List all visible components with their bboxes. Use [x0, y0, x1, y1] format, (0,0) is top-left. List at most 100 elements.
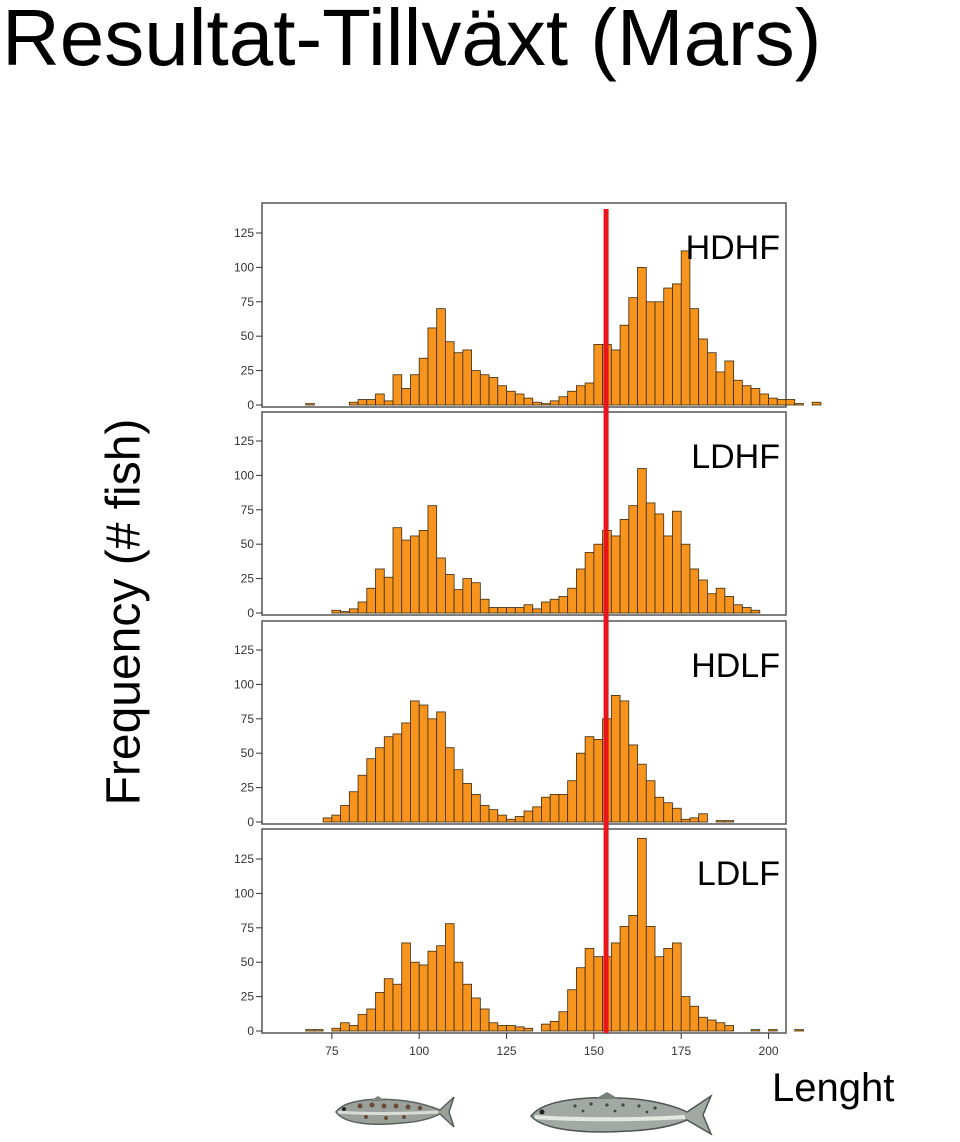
- histogram-bar: [724, 820, 734, 823]
- histogram-bar: [593, 956, 603, 1032]
- histogram-bar: [514, 607, 525, 614]
- histogram-bar: [436, 711, 446, 823]
- histogram-bar: [637, 763, 647, 823]
- histogram-bar: [610, 349, 621, 406]
- histogram-bar: [392, 527, 403, 614]
- histogram-bar: [750, 1029, 761, 1032]
- histogram-bar: [558, 396, 569, 406]
- histogram-bar: [305, 403, 315, 406]
- histogram-bar: [567, 587, 577, 614]
- histogram-bar: [444, 747, 455, 823]
- histogram-bar: [375, 747, 385, 823]
- histogram-bar: [418, 530, 429, 614]
- histogram-bar: [698, 1016, 708, 1032]
- small-fish-image: [335, 1096, 455, 1128]
- y-tick-label: 0: [247, 606, 254, 620]
- histogram-bar: [610, 695, 621, 823]
- histogram-bar: [462, 783, 473, 823]
- x-tick-label: 100: [409, 1044, 429, 1058]
- histogram-bar: [313, 1029, 324, 1032]
- histogram-bar: [453, 769, 464, 823]
- histogram-bar: [331, 1027, 342, 1032]
- histogram-bar: [357, 399, 368, 406]
- histogram-bar: [724, 596, 734, 614]
- histogram-bar: [654, 796, 665, 823]
- histogram-bar: [357, 1014, 368, 1032]
- histogram-bar: [427, 950, 438, 1032]
- histogram-bar: [715, 1022, 726, 1032]
- histogram-bar: [689, 817, 700, 823]
- histogram-bar: [523, 604, 534, 614]
- histogram-bar: [576, 385, 586, 406]
- y-tick-label: 100: [234, 677, 254, 691]
- histogram-bar: [645, 926, 656, 1032]
- y-tick-label: 0: [247, 815, 254, 829]
- panel-label: LDHF: [691, 438, 780, 476]
- panel-frame: [261, 620, 787, 825]
- histogram-bar: [392, 374, 403, 406]
- histogram-bar: [576, 967, 586, 1032]
- histogram-bar: [322, 817, 333, 823]
- histogram-bar: [514, 816, 525, 823]
- histogram-bar: [471, 582, 481, 614]
- histogram-bar: [715, 371, 726, 406]
- histogram-bar: [549, 598, 560, 614]
- y-tick-label: 0: [247, 398, 254, 412]
- histogram-bar: [567, 780, 577, 823]
- histogram-bar: [593, 344, 603, 406]
- histogram-bar: [453, 589, 464, 614]
- histogram-bar: [506, 390, 516, 406]
- x-tick-label: 75: [325, 1044, 339, 1058]
- histogram-bar: [645, 301, 656, 406]
- y-tick-label: 25: [241, 990, 255, 1004]
- histogram-bar: [331, 609, 342, 614]
- histogram-bar: [348, 401, 359, 406]
- histogram-bar: [479, 805, 490, 823]
- histogram-bar: [741, 385, 752, 406]
- histogram-bar: [488, 607, 499, 614]
- histogram-bar: [663, 535, 673, 614]
- panel-label: HDLF: [691, 647, 780, 685]
- histogram-bar: [479, 374, 490, 406]
- y-tick-label: 100: [234, 468, 254, 482]
- histogram-bar: [593, 543, 603, 614]
- histogram-bar: [610, 942, 621, 1032]
- histogram-bar: [785, 399, 796, 406]
- y-tick-label: 75: [241, 295, 255, 309]
- histogram-bar: [680, 818, 691, 823]
- y-tick-label: 25: [241, 781, 255, 795]
- histogram-bar: [663, 802, 673, 823]
- large-fish-image: [530, 1092, 713, 1136]
- histogram-bar: [698, 338, 708, 406]
- histogram-bar: [348, 1025, 359, 1032]
- histogram-bar: [637, 837, 647, 1032]
- histogram-bar: [541, 796, 551, 823]
- histogram-bar: [750, 609, 761, 614]
- histogram-bar: [383, 400, 394, 406]
- histogram-bar: [488, 809, 499, 823]
- histogram-bar: [366, 587, 376, 614]
- histogram-bar: [497, 385, 507, 406]
- histogram-bar: [567, 989, 577, 1032]
- histogram-bar: [506, 818, 516, 823]
- histogram-bar: [331, 814, 342, 823]
- histogram-bar: [549, 1020, 560, 1032]
- histogram-bar: [348, 608, 359, 614]
- y-tick-label: 75: [241, 712, 255, 726]
- histogram-bar: [471, 370, 481, 406]
- histogram-bar: [689, 568, 700, 614]
- histogram-bar: [619, 700, 630, 823]
- histogram-bar: [392, 983, 403, 1032]
- histogram-bar: [383, 736, 394, 823]
- histogram-bar: [619, 324, 630, 406]
- histogram-bar: [628, 505, 638, 614]
- histogram-bar: [514, 393, 525, 406]
- histogram-bar: [401, 942, 411, 1032]
- histogram-bar: [444, 923, 455, 1032]
- histogram-bar: [776, 399, 787, 406]
- histogram-bar: [698, 813, 708, 823]
- histogram-bar: [401, 388, 411, 406]
- histogram-bar: [340, 1022, 350, 1032]
- panel-label: HDHF: [686, 229, 780, 267]
- histogram-bar: [689, 308, 700, 406]
